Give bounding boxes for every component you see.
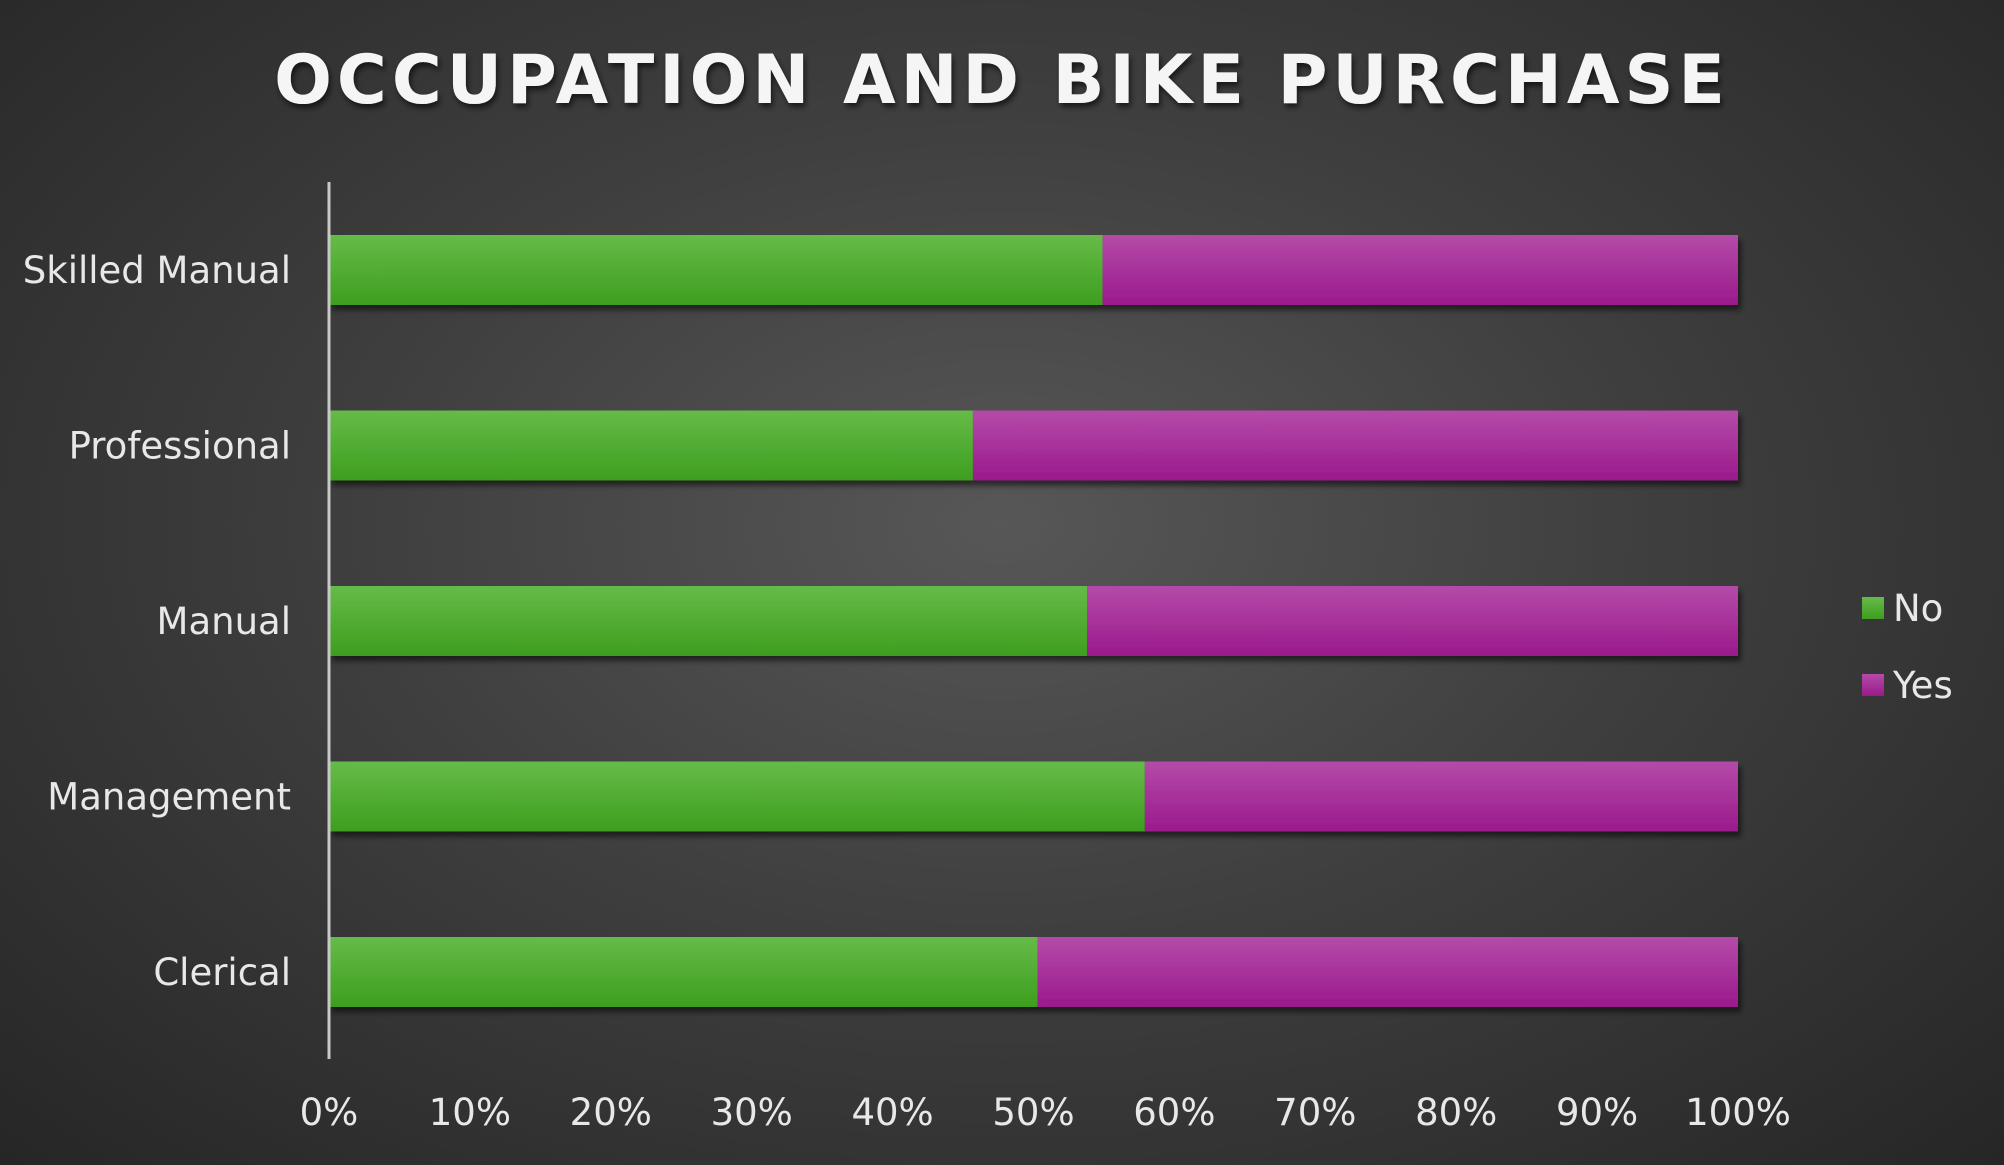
x-tick-label: 80% <box>1415 1091 1497 1134</box>
legend: No Yes <box>1862 587 1953 707</box>
legend-item-no: No <box>1862 587 1943 630</box>
bar-no-professional <box>329 410 973 481</box>
x-tick-label: 40% <box>851 1091 933 1134</box>
legend-label-yes: Yes <box>1892 664 1953 707</box>
category-label-manual: Manual <box>157 600 291 643</box>
x-tick-label: 50% <box>992 1091 1074 1134</box>
x-tick-label: 90% <box>1556 1091 1638 1134</box>
x-tick-label: 20% <box>570 1091 652 1134</box>
bar-no-manual <box>329 586 1088 656</box>
bar-yes-professional <box>972 410 1738 481</box>
x-tick-label: 0% <box>300 1091 359 1134</box>
bar-no-skilled-manual <box>329 235 1103 305</box>
bar-yes-manual <box>1087 586 1738 656</box>
bar-no-management <box>329 761 1145 832</box>
chart-title: OCCUPATION AND BIKE PURCHASE <box>274 41 1730 120</box>
bar-yes-management <box>1144 761 1738 832</box>
x-tick-label: 60% <box>1133 1091 1215 1134</box>
category-label-management: Management <box>47 776 291 819</box>
bar-group-manual <box>329 586 1738 656</box>
legend-label-no: No <box>1893 587 1943 630</box>
legend-item-yes: Yes <box>1862 664 1953 707</box>
legend-swatch-yes <box>1862 674 1884 696</box>
category-label-skilled-manual: Skilled Manual <box>23 249 291 292</box>
bar-yes-clerical <box>1037 937 1738 1007</box>
bar-group-management <box>329 761 1738 832</box>
plot-area: Skilled Manual Professional Manual Manageme… <box>23 235 1791 1134</box>
x-tick-label: 100% <box>1685 1091 1791 1134</box>
x-tick-label: 30% <box>711 1091 793 1134</box>
category-label-clerical: Clerical <box>153 951 291 994</box>
bar-yes-skilled-manual <box>1102 235 1738 305</box>
bar-group-professional <box>329 410 1738 481</box>
legend-swatch-no <box>1862 597 1884 619</box>
bar-no-clerical <box>329 937 1038 1007</box>
bar-group-clerical <box>329 937 1738 1007</box>
x-tick-label: 70% <box>1274 1091 1356 1134</box>
bar-group-skilled-manual <box>329 235 1738 305</box>
category-label-professional: Professional <box>69 425 291 468</box>
x-tick-label: 10% <box>429 1091 511 1134</box>
